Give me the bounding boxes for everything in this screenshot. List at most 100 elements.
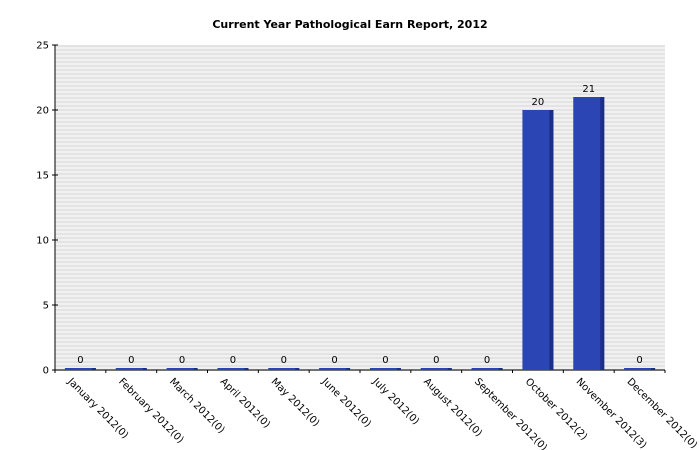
grid-stripe	[55, 133, 665, 135]
bar-shade	[447, 368, 452, 370]
grid-stripe	[55, 161, 665, 163]
grid-stripe	[55, 141, 665, 143]
grid-stripe	[55, 125, 665, 127]
x-category-label: July 2012(0)	[370, 376, 422, 428]
data-label: 0	[230, 355, 236, 366]
grid-stripe	[55, 321, 665, 323]
grid-stripe	[55, 97, 665, 99]
x-category-label: April 2012(0)	[218, 376, 272, 430]
grid-stripe	[55, 329, 665, 331]
grid-stripe	[55, 273, 665, 275]
bar	[166, 368, 198, 370]
x-category-label: June 2012(0)	[319, 376, 373, 430]
grid-stripe	[55, 169, 665, 171]
y-tick-label: 5	[43, 301, 49, 312]
y-tick-label: 10	[36, 236, 49, 247]
grid-stripe	[55, 317, 665, 319]
bar	[64, 368, 96, 370]
bar-shade	[498, 368, 503, 370]
grid-stripe	[55, 57, 665, 59]
grid-stripe	[55, 289, 665, 291]
bars-group	[64, 97, 656, 370]
grid-stripe	[55, 221, 665, 223]
grid-stripe	[55, 197, 665, 199]
data-label: 0	[382, 355, 388, 366]
grid-stripe	[55, 89, 665, 91]
grid-stripe	[55, 337, 665, 339]
grid-stripe	[55, 365, 665, 367]
bar-shade	[346, 368, 351, 370]
y-tick-label: 15	[36, 171, 49, 182]
grid-stripe	[55, 77, 665, 79]
grid-stripe	[55, 65, 665, 67]
grid-stripe	[55, 265, 665, 267]
bar-shade	[396, 368, 401, 370]
grid-stripe	[55, 49, 665, 51]
grid-stripe	[55, 101, 665, 103]
grid-stripe	[55, 85, 665, 87]
x-category-label: May 2012(0)	[269, 376, 322, 429]
bar-shade	[549, 110, 554, 370]
data-label: 0	[128, 355, 134, 366]
grid-stripe	[55, 241, 665, 243]
x-axis	[54, 369, 666, 373]
bar	[369, 368, 401, 370]
grid-stripe	[55, 173, 665, 175]
grid-stripe	[55, 253, 665, 255]
grid-stripe	[55, 157, 665, 159]
data-label: 0	[77, 355, 83, 366]
data-label: 0	[484, 355, 490, 366]
grid-stripe	[55, 45, 665, 47]
y-tick-label: 20	[36, 106, 49, 117]
grid-stripe	[55, 357, 665, 359]
bar	[471, 368, 503, 370]
grid-stripe	[55, 129, 665, 131]
data-label: 0	[331, 355, 337, 366]
bar	[217, 368, 249, 370]
data-label: 0	[281, 355, 287, 366]
grid-stripe	[55, 285, 665, 287]
bar-shade	[91, 368, 96, 370]
grid-stripe	[55, 281, 665, 283]
grid-stripe	[55, 349, 665, 351]
grid-stripe	[55, 213, 665, 215]
grid-stripe	[55, 81, 665, 83]
grid-stripe	[55, 333, 665, 335]
grid-stripe	[55, 53, 665, 55]
grid-stripe	[55, 313, 665, 315]
y-tick-label: 25	[36, 41, 49, 52]
grid-stripe	[55, 205, 665, 207]
grid-stripe	[55, 121, 665, 123]
grid-stripe	[55, 209, 665, 211]
grid-stripe	[55, 185, 665, 187]
grid-stripe	[55, 109, 665, 111]
grid-stripe	[55, 217, 665, 219]
category-labels-group: January 2012(0)February 2012(0)March 201…	[65, 376, 700, 450]
grid-stripe	[55, 249, 665, 251]
bar	[573, 97, 605, 370]
grid-stripe	[55, 201, 665, 203]
bar-shade	[295, 368, 300, 370]
grid-stripe	[55, 293, 665, 295]
grid-stripe	[55, 361, 665, 363]
grid-stripe	[55, 305, 665, 307]
grid-stripe	[55, 61, 665, 63]
grid-stripe	[55, 277, 665, 279]
grid-stripe	[55, 301, 665, 303]
bar-shade	[193, 368, 198, 370]
data-label: 0	[179, 355, 185, 366]
grid-stripe	[55, 245, 665, 247]
grid-stripe	[55, 93, 665, 95]
data-labels-group: 0 0 0 0 0 0 0 0 0 20 21 0	[77, 84, 643, 366]
grid-stripe	[55, 345, 665, 347]
bar	[420, 368, 452, 370]
grid-stripe	[55, 149, 665, 151]
grid-stripe	[55, 229, 665, 231]
y-tick-label: 0	[43, 366, 49, 377]
chart-title: Current Year Pathological Earn Report, 2…	[212, 18, 487, 31]
bar	[319, 368, 351, 370]
bar-shade	[142, 368, 147, 370]
grid-stripe	[55, 257, 665, 259]
grid-stripe	[55, 237, 665, 239]
bar	[624, 368, 656, 370]
